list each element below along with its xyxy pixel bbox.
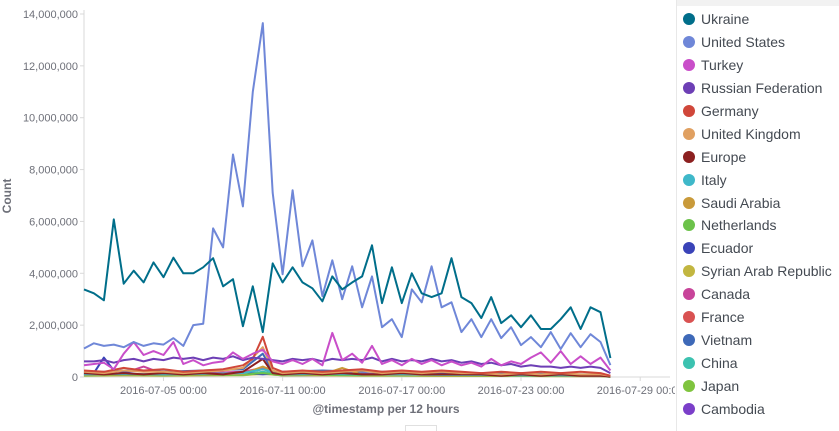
y-tick-label: 10,000,000: [23, 113, 78, 125]
legend-swatch-icon: [683, 59, 695, 72]
chart-canvas: 0 2,000,000 4,000,000 6,000,000 8,000,000 10,…: [0, 9, 675, 416]
legend-label: Ecuador: [701, 240, 754, 257]
legend-label: Cambodia: [701, 400, 765, 417]
legend-item-syrian-arab-republic[interactable]: Syrian Arab Republic: [677, 260, 839, 283]
legend-item-italy[interactable]: Italy: [677, 168, 839, 191]
legend-label: Netherlands: [701, 217, 777, 234]
x-tick-label: 2016-07-11 00:00: [240, 385, 326, 397]
legend-item-saudi-arabia[interactable]: Saudi Arabia: [677, 191, 839, 214]
legend-label: China: [701, 354, 738, 371]
legend-item-russian-federation[interactable]: Russian Federation: [677, 77, 839, 100]
y-axis-title: Count: [0, 179, 14, 214]
legend-swatch-icon: [683, 333, 695, 346]
legend-label: United Kingdom: [701, 125, 801, 142]
legend-swatch-icon: [683, 173, 695, 186]
legend-item-europe[interactable]: Europe: [677, 145, 839, 168]
legend-swatch-icon: [683, 242, 695, 255]
legend-label: Turkey: [701, 57, 744, 74]
line-chart: 0 2,000,000 4,000,000 6,000,000 8,000,000 10,…: [0, 9, 675, 416]
x-tick-label: 2016-07-17 00:00: [358, 385, 445, 397]
y-tick-label: 6,000,000: [29, 216, 78, 228]
legend-item-vietnam[interactable]: Vietnam: [677, 328, 839, 351]
legend-swatch-icon: [683, 36, 695, 49]
legend-item-china[interactable]: China: [677, 351, 839, 374]
legend-item-ukraine[interactable]: Ukraine: [677, 8, 839, 31]
legend-label: United States: [701, 34, 786, 51]
series-lines: [83, 22, 612, 378]
legend-item-cambodia[interactable]: Cambodia: [677, 397, 839, 420]
legend-label: Japan: [701, 377, 740, 394]
legend-item-ecuador[interactable]: Ecuador: [677, 237, 839, 260]
legend-swatch-icon: [683, 150, 695, 163]
legend-swatch-icon: [683, 311, 695, 324]
x-axis-title: @timestamp per 12 hours: [312, 402, 459, 416]
y-tick-label: 14,000,000: [23, 9, 78, 21]
legend-item-canada[interactable]: Canada: [677, 283, 839, 306]
series-line-ukraine[interactable]: [83, 218, 612, 359]
legend-swatch-icon: [683, 127, 695, 140]
y-tick-label: 12,000,000: [23, 61, 78, 73]
legend-label: Syrian Arab Republic: [701, 263, 832, 280]
legend-label: Vietnam: [701, 331, 753, 348]
resize-handle[interactable]: [405, 425, 437, 431]
legend-label: Europe: [701, 148, 747, 165]
legend-item-netherlands[interactable]: Netherlands: [677, 214, 839, 237]
legend-list: Ukraine United States Turkey Russian Federa…: [677, 8, 839, 420]
y-axis: 0 2,000,000 4,000,000 6,000,000 8,000,000 10,…: [23, 9, 85, 384]
series-line-germany[interactable]: [83, 335, 611, 377]
x-axis: 2016-07-05 00:00 2016-07-11 00:00 2016-07-…: [84, 376, 675, 397]
legend-label: Russian Federation: [701, 80, 823, 97]
legend-toolbar: [677, 0, 839, 6]
series-line-united-states[interactable]: [83, 22, 612, 366]
legend-item-united-states[interactable]: United States: [677, 31, 839, 54]
legend-item-turkey[interactable]: Turkey: [677, 54, 839, 77]
y-tick-label: 2,000,000: [29, 320, 78, 332]
legend-item-japan[interactable]: Japan: [677, 374, 839, 397]
legend-swatch-icon: [683, 82, 695, 95]
legend-swatch-icon: [683, 402, 695, 415]
legend-swatch-icon: [683, 379, 695, 392]
legend-label: Saudi Arabia: [701, 194, 781, 211]
legend-item-france[interactable]: France: [677, 306, 839, 329]
legend-swatch-icon: [683, 219, 695, 232]
series-line-russian-federation[interactable]: [84, 355, 611, 374]
legend-swatch-icon: [683, 13, 695, 26]
series-line-europe[interactable]: [83, 357, 611, 378]
legend-label: Italy: [701, 171, 727, 188]
x-tick-label: 2016-07-29 00:00: [597, 385, 675, 397]
legend-swatch-icon: [683, 356, 695, 369]
y-tick-label: 8,000,000: [29, 165, 78, 177]
legend-label: Canada: [701, 286, 751, 303]
legend: Ukraine United States Turkey Russian Federa…: [676, 0, 839, 431]
legend-label: France: [701, 309, 745, 326]
legend-label: Ukraine: [701, 11, 750, 28]
legend-label: Germany: [701, 103, 759, 119]
x-tick-label: 2016-07-05 00:00: [120, 385, 207, 397]
legend-swatch-icon: [683, 105, 695, 117]
legend-item-germany[interactable]: Germany: [677, 100, 839, 123]
legend-swatch-icon: [683, 288, 695, 301]
series-line-turkey[interactable]: [83, 331, 612, 372]
legend-item-united-kingdom[interactable]: United Kingdom: [677, 122, 839, 145]
legend-swatch-icon: [683, 196, 695, 209]
y-tick-label: 0: [72, 372, 78, 384]
x-tick-label: 2016-07-23 00:00: [478, 385, 565, 397]
y-tick-label: 4,000,000: [29, 268, 78, 280]
legend-swatch-icon: [683, 265, 695, 278]
